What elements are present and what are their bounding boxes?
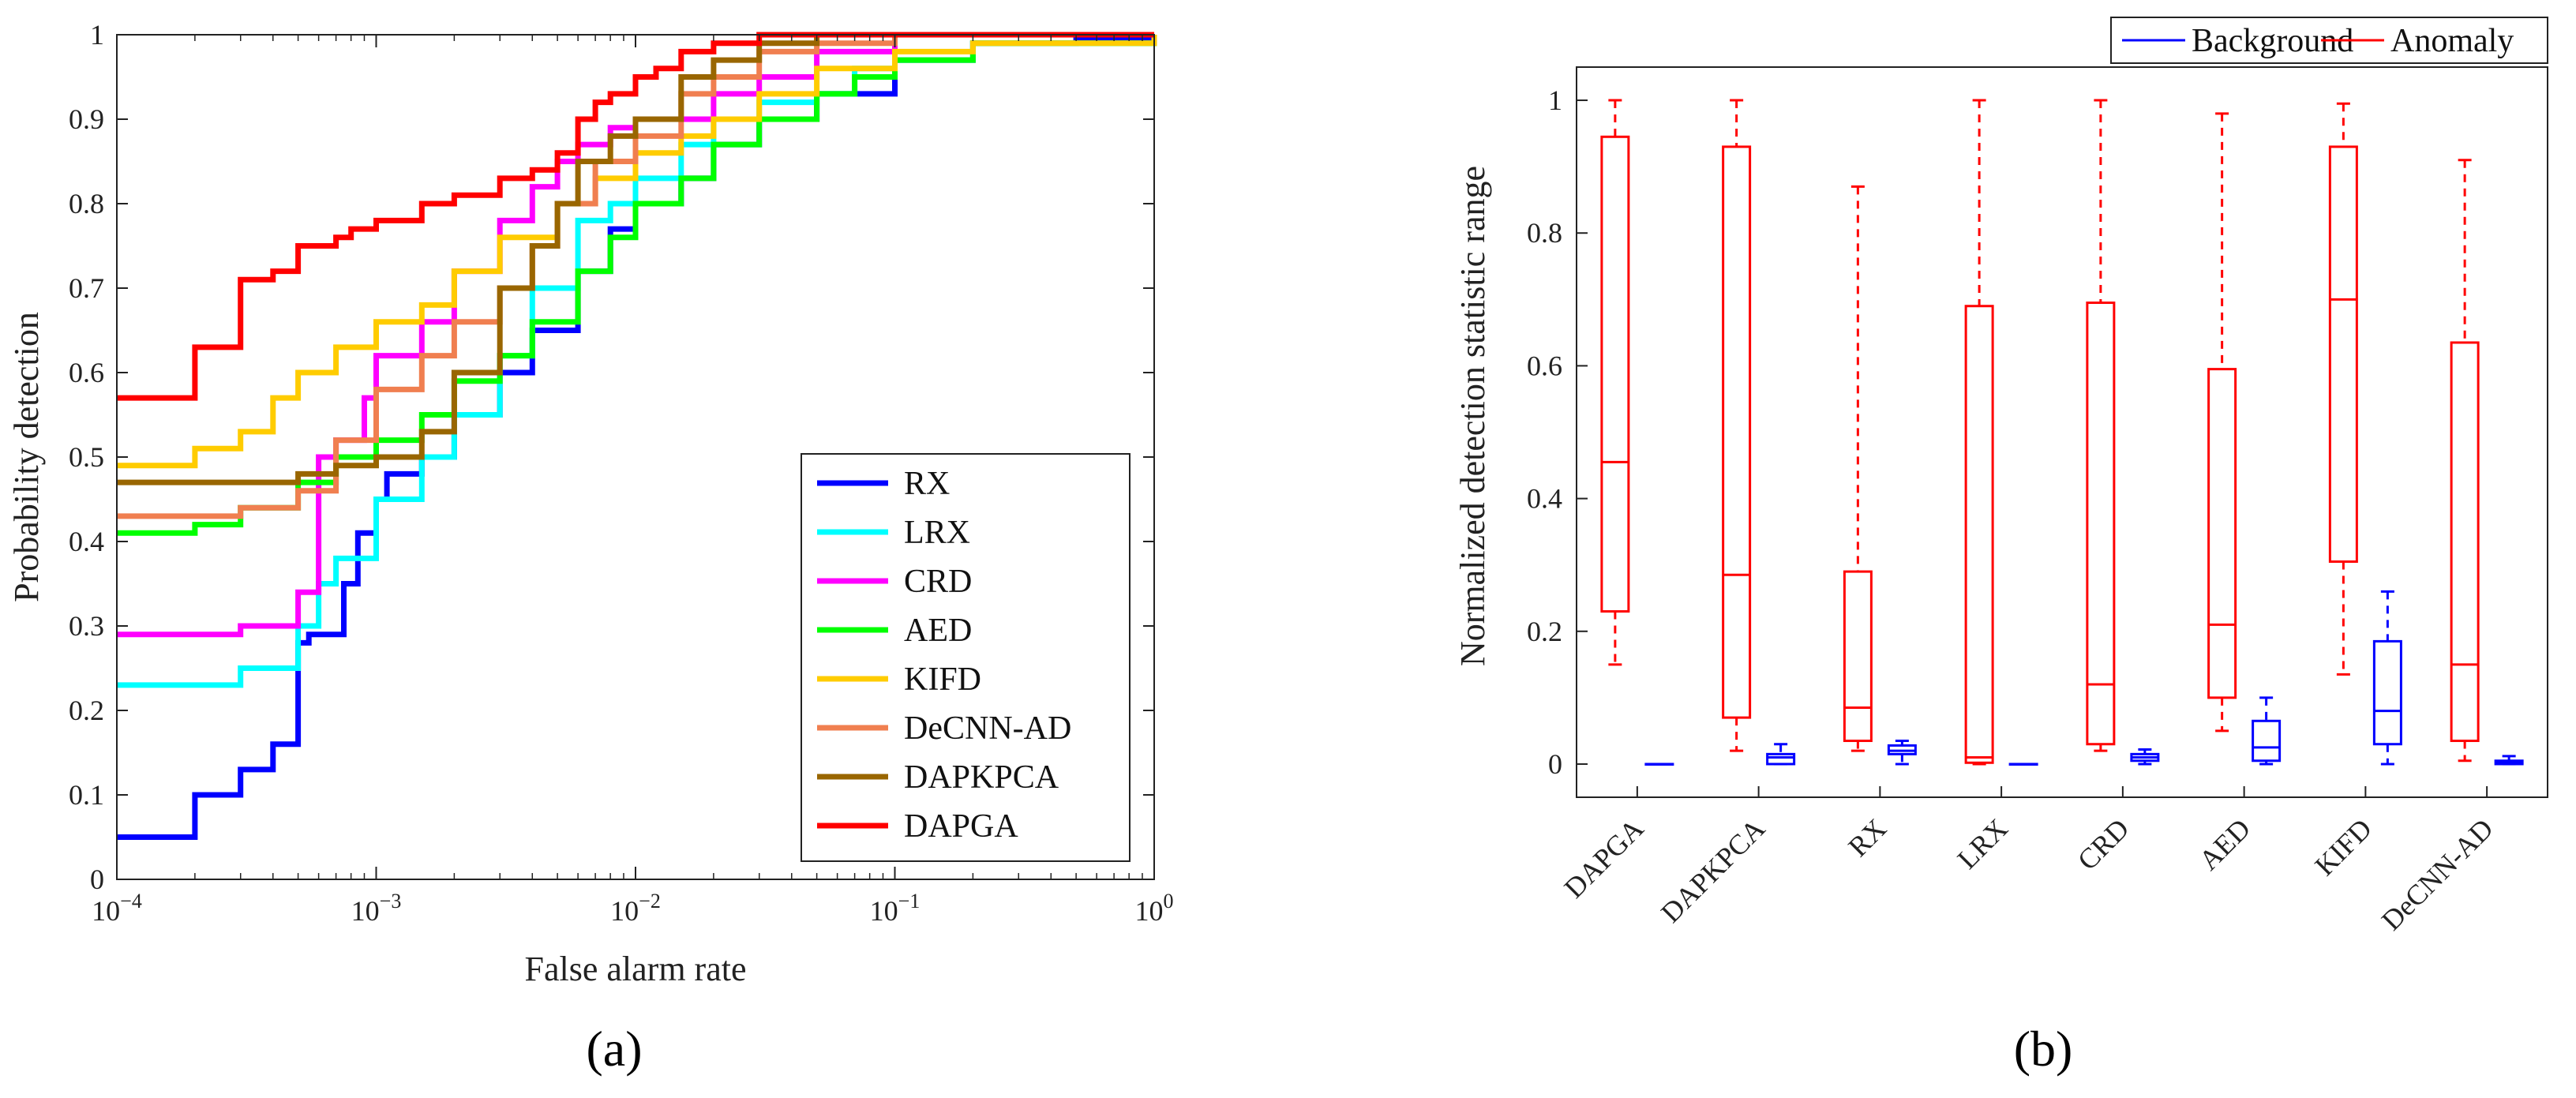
background-box-crd bbox=[2130, 748, 2160, 766]
box-y-tick-label: 0 bbox=[1548, 748, 1562, 780]
roc-legend-label: LRX bbox=[904, 515, 970, 551]
roc-y-tick-label: 0.7 bbox=[69, 272, 104, 304]
roc-x-tick-label: 10−2 bbox=[610, 890, 661, 927]
panel-b-label: (b) bbox=[2014, 1021, 2073, 1077]
roc-y-tick-label: 0.5 bbox=[69, 441, 104, 473]
roc-y-tick-label: 0.6 bbox=[69, 357, 104, 388]
background-box-lrx bbox=[2008, 763, 2038, 766]
anomaly-box-lrx bbox=[1964, 99, 1994, 766]
box-y-tick-label: 0.8 bbox=[1527, 217, 1562, 249]
roc-x-axis-label: False alarm rate bbox=[525, 950, 747, 988]
box-x-tick-label: DAPKPCA bbox=[1655, 812, 1771, 928]
background-box-decnn-ad bbox=[2494, 755, 2524, 766]
background-box-aed bbox=[2252, 696, 2282, 766]
box-y-tick-label: 0.4 bbox=[1527, 483, 1562, 515]
roc-y-tick-label: 0.4 bbox=[69, 526, 104, 557]
anomaly-box-dapkpca bbox=[1722, 99, 1752, 752]
roc-legend-label: RX bbox=[904, 466, 950, 502]
anomaly-box-crd bbox=[2086, 99, 2116, 752]
box bbox=[2252, 719, 2282, 763]
anomaly-box-rx bbox=[1843, 185, 1873, 752]
roc-y-tick-label: 0.8 bbox=[69, 188, 104, 219]
box bbox=[1964, 305, 1994, 764]
box-x-tick-label: RX bbox=[1842, 812, 1892, 863]
box-y-tick-label: 0.6 bbox=[1527, 350, 1562, 381]
box-x-tick-label: AED bbox=[2193, 812, 2257, 876]
box bbox=[1843, 570, 1873, 743]
roc-x-tick-label: 10−4 bbox=[92, 890, 142, 927]
box-x-tick-label: KIFD bbox=[2308, 812, 2378, 882]
box bbox=[1600, 135, 1630, 613]
box-x-tick-label: DAPGA bbox=[1558, 812, 1650, 904]
roc-y-tick-label: 1 bbox=[90, 19, 104, 51]
roc-panel: 0 0.1 0.2 0.3 0.4 0.5 0.6 0.7 0.8 0.9 1 10−4 10−3 10−… bbox=[7, 19, 1174, 1077]
roc-legend-label: AED bbox=[904, 613, 972, 649]
box bbox=[2450, 341, 2480, 743]
box bbox=[2328, 145, 2358, 563]
background-box-dapkpca bbox=[1766, 743, 1796, 766]
roc-legend-label: KIFD bbox=[904, 661, 981, 698]
roc-curves bbox=[117, 32, 1157, 840]
roc-curve-kifd bbox=[117, 35, 1157, 469]
box bbox=[2372, 639, 2402, 746]
box bbox=[1722, 145, 1752, 719]
roc-legend: RX LRX CRD AED KIFD DeCNN-AD DAPKPCA DAPGA bbox=[801, 453, 1131, 862]
roc-legend-label: DAPGA bbox=[904, 808, 1018, 845]
roc-curve-dapga bbox=[117, 32, 1154, 401]
roc-legend-label: DAPKPCA bbox=[904, 759, 1059, 796]
roc-y-tick-label: 0.2 bbox=[69, 695, 104, 726]
box-x-tick-label: CRD bbox=[2072, 812, 2135, 876]
roc-curve-dapkpca bbox=[117, 32, 1154, 485]
box-axis-ticks: 0 0.2 0.4 0.6 0.8 1 DAPGA DAPKPCA RX LRX CRD AED KIF… bbox=[1527, 84, 2499, 936]
roc-legend-label: DeCNN-AD bbox=[904, 710, 1071, 747]
boxplot-panel: 0 0.2 0.4 0.6 0.8 1 DAPGA DAPKPCA RX LRX CRD AED KIF… bbox=[1453, 17, 2548, 1077]
background-box-dapga bbox=[1644, 763, 1674, 766]
box-y-tick-label: 1 bbox=[1548, 84, 1562, 116]
roc-x-tick-label: 10−3 bbox=[351, 890, 402, 927]
roc-axis-ticks: 0 0.1 0.2 0.3 0.4 0.5 0.6 0.7 0.8 0.9 1 10−4 10−3 10−… bbox=[69, 19, 1174, 927]
roc-x-tick-label: 100 bbox=[1135, 890, 1174, 927]
box-y-tick-label: 0.2 bbox=[1527, 616, 1562, 647]
box bbox=[1766, 752, 1796, 766]
roc-curve-aed bbox=[117, 35, 1157, 536]
box-x-tick-label: DeCNN-AD bbox=[2375, 812, 2499, 936]
box-legend-label: Anomaly bbox=[2390, 23, 2514, 59]
roc-y-tick-label: 0.1 bbox=[69, 779, 104, 811]
anomaly-box-aed bbox=[2207, 112, 2237, 733]
roc-curve-crd bbox=[117, 32, 1154, 638]
roc-x-tick-label: 10−1 bbox=[870, 890, 921, 927]
roc-y-axis-label: Probability detection bbox=[7, 312, 46, 602]
anomaly-box-decnn-ad bbox=[2450, 159, 2480, 763]
box-x-tick-label: LRX bbox=[1952, 812, 2014, 875]
panel-a-label: (a) bbox=[586, 1021, 642, 1077]
roc-y-tick-label: 0 bbox=[90, 864, 104, 895]
background-box-kifd bbox=[2372, 590, 2402, 766]
roc-legend-label: CRD bbox=[904, 564, 972, 600]
roc-y-tick-label: 0.3 bbox=[69, 610, 104, 642]
roc-y-tick-label: 0.9 bbox=[69, 103, 104, 135]
anomaly-box-kifd bbox=[2328, 102, 2358, 676]
box-legend: Background Anomaly bbox=[2110, 17, 2548, 64]
box bbox=[2086, 302, 2116, 746]
box bbox=[2207, 368, 2237, 699]
box-plots bbox=[1600, 99, 2524, 766]
box-plot-frame bbox=[1576, 66, 2548, 798]
roc-legend-box bbox=[801, 453, 1131, 862]
background-box-rx bbox=[1887, 740, 1917, 766]
box-y-axis-label: Normalized detection statistic range bbox=[1453, 166, 1492, 666]
anomaly-box-dapga bbox=[1600, 99, 1630, 666]
